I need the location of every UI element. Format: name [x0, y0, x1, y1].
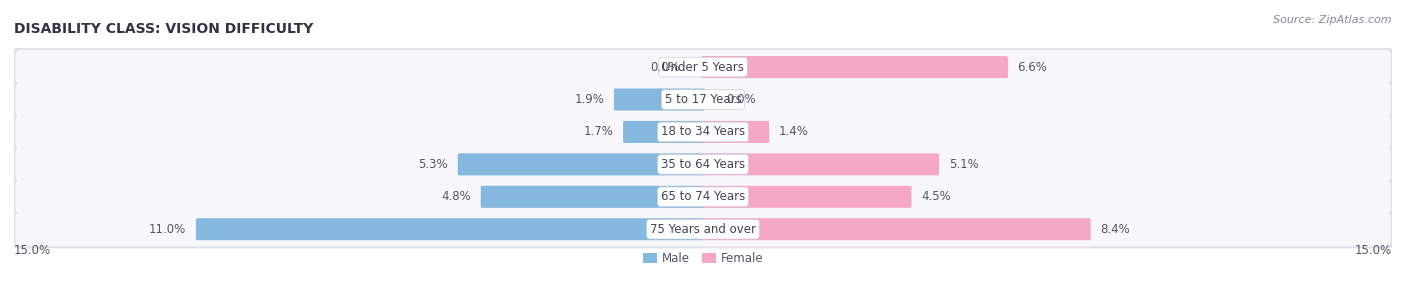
Text: 8.4%: 8.4% [1101, 223, 1130, 236]
FancyBboxPatch shape [15, 147, 1391, 181]
Text: 65 to 74 Years: 65 to 74 Years [661, 190, 745, 203]
Text: 5.3%: 5.3% [419, 158, 449, 171]
FancyBboxPatch shape [702, 121, 769, 143]
FancyBboxPatch shape [614, 88, 704, 111]
FancyBboxPatch shape [702, 186, 911, 208]
FancyBboxPatch shape [15, 115, 1391, 149]
FancyBboxPatch shape [10, 80, 1396, 119]
FancyBboxPatch shape [15, 212, 1391, 247]
FancyBboxPatch shape [702, 218, 1091, 240]
FancyBboxPatch shape [15, 180, 1391, 214]
Text: 1.4%: 1.4% [779, 126, 808, 138]
Text: 15.0%: 15.0% [14, 244, 51, 257]
Text: Source: ZipAtlas.com: Source: ZipAtlas.com [1274, 15, 1392, 25]
Text: 4.5%: 4.5% [921, 190, 950, 203]
Text: DISABILITY CLASS: VISION DIFFICULTY: DISABILITY CLASS: VISION DIFFICULTY [14, 22, 314, 36]
FancyBboxPatch shape [702, 56, 1008, 78]
FancyBboxPatch shape [702, 153, 939, 175]
Text: 35 to 64 Years: 35 to 64 Years [661, 158, 745, 171]
FancyBboxPatch shape [195, 218, 704, 240]
Text: 1.7%: 1.7% [583, 126, 613, 138]
Text: 6.6%: 6.6% [1018, 60, 1047, 74]
FancyBboxPatch shape [458, 153, 704, 175]
FancyBboxPatch shape [10, 178, 1396, 216]
FancyBboxPatch shape [10, 113, 1396, 151]
FancyBboxPatch shape [15, 50, 1391, 84]
FancyBboxPatch shape [15, 82, 1391, 117]
Legend: Male, Female: Male, Female [638, 247, 768, 270]
FancyBboxPatch shape [10, 210, 1396, 248]
Text: Under 5 Years: Under 5 Years [662, 60, 744, 74]
Text: 4.8%: 4.8% [441, 190, 471, 203]
Text: 5.1%: 5.1% [949, 158, 979, 171]
Text: 18 to 34 Years: 18 to 34 Years [661, 126, 745, 138]
Text: 1.9%: 1.9% [575, 93, 605, 106]
FancyBboxPatch shape [623, 121, 704, 143]
Text: 0.0%: 0.0% [651, 60, 681, 74]
FancyBboxPatch shape [481, 186, 704, 208]
Text: 75 Years and over: 75 Years and over [650, 223, 756, 236]
FancyBboxPatch shape [10, 48, 1396, 86]
Text: 11.0%: 11.0% [149, 223, 186, 236]
Text: 15.0%: 15.0% [1355, 244, 1392, 257]
Text: 5 to 17 Years: 5 to 17 Years [665, 93, 741, 106]
Text: 0.0%: 0.0% [725, 93, 755, 106]
FancyBboxPatch shape [10, 145, 1396, 184]
